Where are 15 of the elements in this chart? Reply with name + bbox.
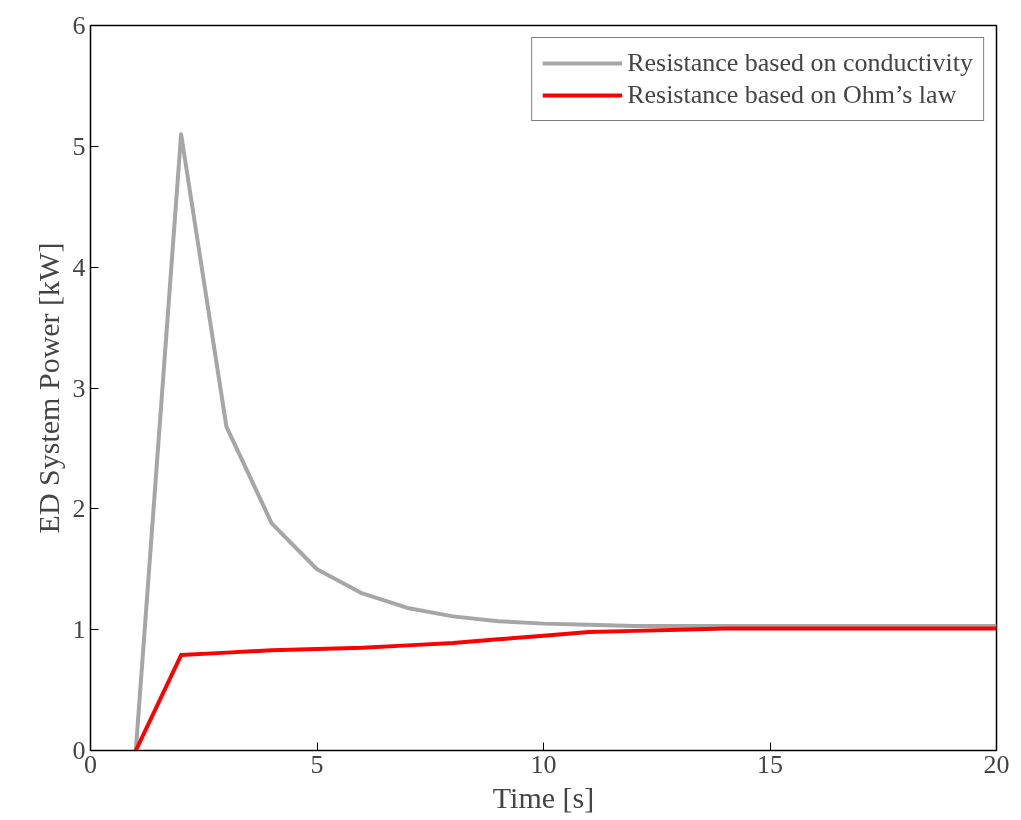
legend-label: Resistance based on Ohm’s law: [627, 80, 957, 110]
y-tick-label: 3: [72, 373, 86, 403]
x-tick-label: 5: [310, 749, 324, 779]
legend-label: Resistance based on conductivity: [627, 48, 973, 78]
y-tick-label: 4: [72, 252, 86, 282]
x-tick-label: 10: [530, 749, 557, 779]
y-tick-label: 6: [72, 11, 86, 40]
x-tick-label: 20: [983, 749, 1010, 779]
y-tick-label: 2: [72, 494, 86, 524]
line-series: [133, 626, 997, 751]
y-tick-label: 5: [72, 131, 86, 161]
x-tick-label: 15: [757, 749, 783, 779]
y-tick-label: 1: [72, 615, 86, 645]
y-axis-title: ED System Power [kW]: [31, 242, 65, 534]
x-axis-title: Time [s]: [492, 780, 595, 814]
